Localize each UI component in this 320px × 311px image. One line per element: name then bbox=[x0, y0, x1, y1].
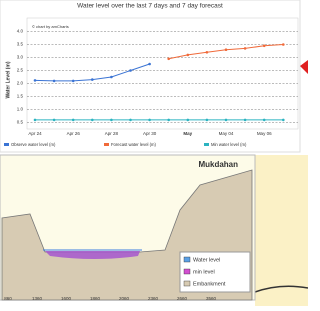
y-tick-label: 2.5 bbox=[17, 68, 24, 73]
x-tick-label: Apr 26 bbox=[67, 131, 81, 136]
data-point bbox=[187, 54, 190, 57]
y-tick-label: 1.5 bbox=[17, 94, 24, 99]
data-point bbox=[225, 119, 228, 122]
data-point bbox=[91, 119, 94, 122]
legend-swatch bbox=[184, 281, 190, 286]
data-point bbox=[129, 69, 132, 72]
y-axis-label: Water Level (m) bbox=[5, 61, 11, 98]
data-point bbox=[72, 80, 75, 83]
data-point bbox=[167, 119, 170, 122]
data-point bbox=[53, 119, 56, 122]
data-point bbox=[110, 119, 113, 122]
cross-section: Mukdahan Water level min level Embankmen… bbox=[0, 155, 255, 300]
data-point bbox=[91, 78, 94, 81]
data-point bbox=[282, 119, 285, 122]
x-tick-label: May bbox=[183, 131, 192, 136]
diagram-x-label: 1600 bbox=[61, 296, 72, 301]
data-point bbox=[244, 47, 247, 50]
x-tick-label: Apr 28 bbox=[105, 131, 119, 136]
data-point bbox=[244, 119, 247, 122]
background-map bbox=[255, 155, 308, 306]
diagram-x-label: 860 bbox=[4, 296, 12, 301]
diagram-x-label: 1860 bbox=[90, 296, 101, 301]
diagram-x-label: 2660 bbox=[177, 296, 188, 301]
legend-label: Forecast water level (m) bbox=[111, 142, 157, 147]
diagram-x-label: 1360 bbox=[32, 296, 43, 301]
data-point bbox=[72, 119, 75, 122]
diagram-x-label: 2060 bbox=[119, 296, 130, 301]
x-tick-label: May 04 bbox=[219, 131, 234, 136]
y-tick-label: 0.5 bbox=[17, 120, 24, 125]
credit: © chart by amCharts bbox=[32, 24, 69, 29]
legend-label: min level bbox=[193, 269, 215, 275]
y-tick-label: 2.0 bbox=[17, 81, 24, 86]
legend-label: Observe water level (m) bbox=[11, 142, 56, 147]
y-tick-label: 4.0 bbox=[17, 29, 24, 34]
legend-label: Water level bbox=[193, 257, 220, 263]
legend-swatch bbox=[184, 257, 190, 262]
legend-swatch bbox=[184, 269, 190, 274]
data-point bbox=[206, 51, 209, 54]
diagram-x-label: 2360 bbox=[148, 296, 159, 301]
data-point bbox=[206, 119, 209, 122]
data-point bbox=[282, 43, 285, 46]
y-tick-label: 3.5 bbox=[17, 42, 24, 47]
x-tick-label: May 06 bbox=[257, 131, 272, 136]
legend-swatch bbox=[4, 143, 9, 146]
y-tick-label: 1.0 bbox=[17, 107, 24, 112]
data-point bbox=[53, 80, 56, 83]
data-point bbox=[148, 63, 151, 66]
chart-title: Water level over the last 7 days and 7 d… bbox=[77, 3, 223, 10]
arrow-icon bbox=[300, 60, 308, 74]
legend-swatch bbox=[104, 143, 109, 146]
page: Water level over the last 7 days and 7 d… bbox=[0, 0, 308, 306]
screenshot: Water level over the last 7 days and 7 d… bbox=[0, 0, 308, 306]
x-tick-label: Apr 24 bbox=[28, 131, 42, 136]
data-point bbox=[148, 119, 151, 122]
diagram-x-label: 3560 bbox=[206, 296, 217, 301]
data-point bbox=[225, 48, 228, 51]
y-tick-label: 3.0 bbox=[17, 55, 24, 60]
data-point bbox=[187, 119, 190, 122]
station-name: Mukdahan bbox=[198, 160, 238, 169]
data-point bbox=[129, 119, 132, 122]
legend-swatch bbox=[204, 143, 209, 146]
data-point bbox=[34, 119, 37, 122]
data-point bbox=[34, 79, 37, 82]
data-point bbox=[263, 45, 266, 48]
data-point bbox=[110, 76, 113, 79]
x-tick-label: Apr 30 bbox=[143, 131, 157, 136]
legend-label: Embankment bbox=[193, 281, 226, 287]
data-point bbox=[263, 119, 266, 122]
data-point bbox=[167, 58, 170, 61]
legend-label: Min water level (m) bbox=[211, 142, 247, 147]
